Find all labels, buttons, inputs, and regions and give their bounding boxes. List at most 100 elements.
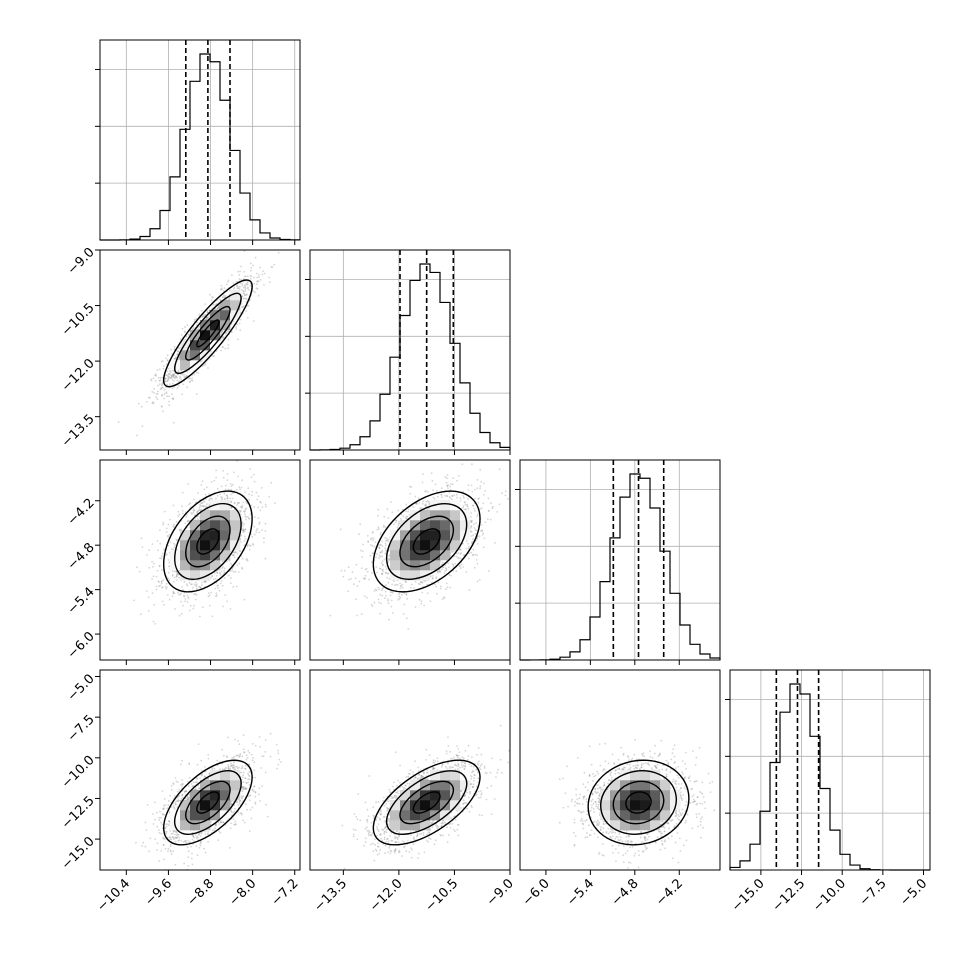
sample-point — [476, 554, 478, 556]
sample-point — [244, 286, 246, 288]
sample-point — [199, 616, 201, 618]
sample-point — [161, 569, 163, 571]
sample-point — [377, 515, 379, 517]
sample-point — [481, 524, 483, 526]
sample-point — [385, 553, 387, 555]
sample-point — [142, 546, 144, 548]
sample-point — [196, 583, 198, 585]
sample-point — [201, 310, 203, 312]
sample-point — [414, 496, 416, 498]
sample-point — [222, 296, 224, 298]
sample-point — [168, 572, 170, 574]
sample-point — [203, 489, 205, 491]
sample-point — [148, 549, 150, 551]
sample-point — [233, 288, 235, 290]
sample-point — [437, 496, 439, 498]
sample-point — [478, 502, 480, 504]
sample-point — [447, 474, 449, 476]
sample-point — [193, 510, 195, 512]
sample-point — [222, 346, 224, 348]
sample-point — [258, 531, 260, 533]
sample-point — [180, 601, 182, 603]
sample-point — [391, 606, 393, 608]
sample-point — [437, 572, 439, 574]
sample-point — [204, 501, 206, 503]
sample-point — [482, 502, 484, 504]
sample-point — [251, 476, 253, 478]
sample-point — [268, 496, 270, 498]
sample-point — [170, 377, 172, 379]
sample-point — [422, 482, 424, 484]
sample-point — [220, 350, 222, 352]
sample-point — [371, 561, 373, 563]
sample-point — [188, 334, 190, 336]
sample-point — [455, 570, 457, 572]
sample-point — [171, 393, 173, 395]
sample-point — [251, 491, 253, 493]
sample-point — [161, 558, 163, 560]
sample-point — [176, 579, 178, 581]
sample-point — [242, 502, 244, 504]
sample-point — [253, 277, 255, 279]
sample-point — [256, 283, 258, 285]
sample-point — [166, 380, 168, 382]
sample-point — [163, 398, 165, 400]
sample-point — [406, 598, 408, 600]
sample-point — [441, 568, 443, 570]
sample-point — [157, 369, 159, 371]
sample-point — [202, 606, 204, 608]
sample-point — [239, 278, 241, 280]
sample-point — [220, 574, 222, 576]
sample-point — [151, 391, 153, 393]
sample-point — [213, 355, 215, 357]
sample-point — [153, 378, 155, 380]
sample-point — [162, 579, 164, 581]
sample-point — [472, 491, 474, 493]
sample-point — [173, 524, 175, 526]
sample-point — [237, 339, 239, 341]
sample-point — [260, 510, 262, 512]
sample-point — [192, 587, 194, 589]
sample-point — [226, 495, 228, 497]
sample-point — [243, 293, 245, 295]
sample-point — [373, 538, 375, 540]
sample-point — [241, 487, 243, 489]
sample-point — [209, 605, 211, 607]
sample-point — [178, 577, 180, 579]
sample-point — [182, 492, 184, 494]
sample-point — [244, 599, 246, 601]
sample-point — [245, 290, 247, 292]
sample-point — [133, 600, 135, 602]
sample-point — [421, 600, 423, 602]
sample-point — [244, 294, 246, 296]
sample-point — [374, 590, 376, 592]
sample-point — [231, 274, 233, 276]
sample-point — [432, 577, 434, 579]
sample-point — [192, 380, 194, 382]
sample-point — [232, 586, 234, 588]
sample-point — [172, 387, 174, 389]
sample-point — [343, 576, 345, 578]
sample-point — [257, 517, 259, 519]
sample-point — [248, 493, 250, 495]
sample-point — [182, 589, 184, 591]
sample-point — [381, 595, 383, 597]
sample-point — [258, 274, 260, 276]
sample-point — [189, 610, 191, 612]
sample-point — [240, 541, 242, 543]
sample-point — [159, 368, 161, 370]
sample-point — [197, 372, 199, 374]
sample-point — [180, 378, 182, 380]
sample-point — [460, 552, 462, 554]
sample-point — [195, 599, 197, 601]
sample-point — [175, 539, 177, 541]
sample-point — [161, 580, 163, 582]
sample-point — [227, 347, 229, 349]
sample-point — [168, 562, 170, 564]
sample-point — [226, 284, 228, 286]
sample-point — [219, 590, 221, 592]
sample-point — [222, 470, 224, 472]
histogram-step-line — [520, 474, 720, 660]
sample-point — [157, 540, 159, 542]
